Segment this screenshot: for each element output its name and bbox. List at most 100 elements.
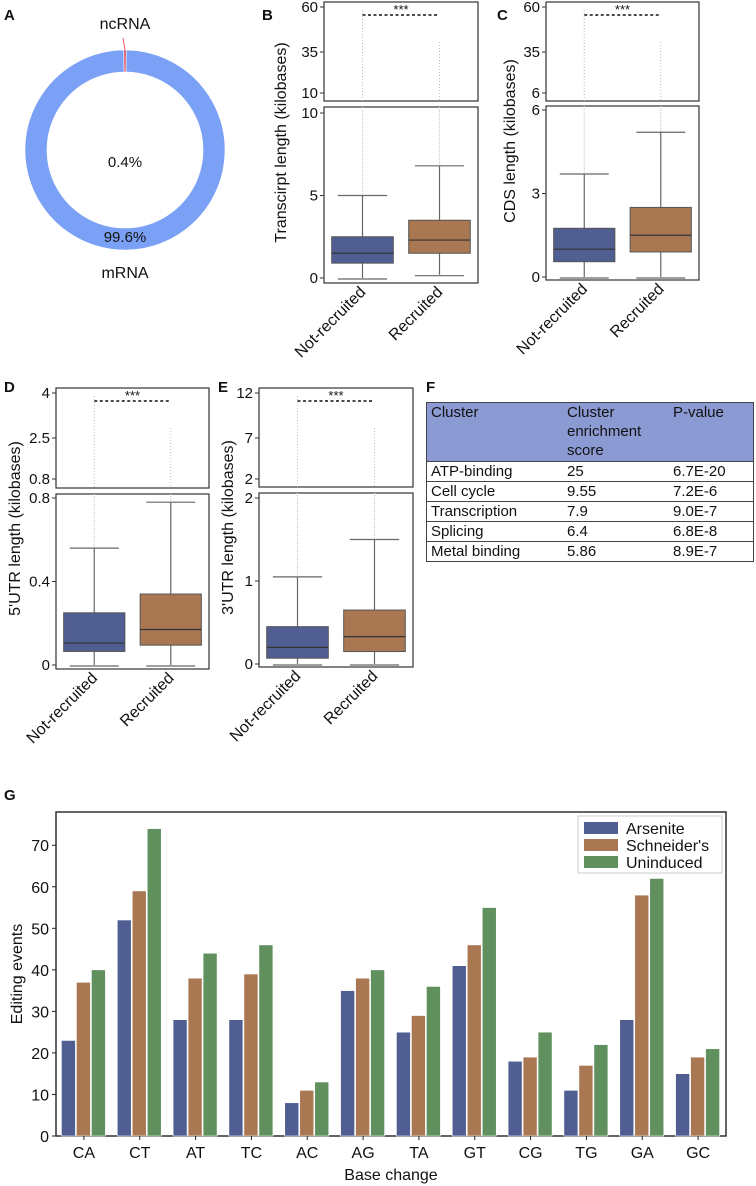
box-recruited — [343, 609, 406, 653]
y-tick-label: 35 — [523, 44, 540, 61]
significance-label: *** — [328, 388, 343, 403]
bar-arsenite-ct — [116, 919, 132, 1137]
table-cell: ATP-binding — [426, 461, 563, 482]
table-cell: 7.9 — [563, 501, 669, 522]
y-tick-label: 2.5 — [29, 430, 50, 447]
bar-schneiders-ct — [131, 890, 147, 1137]
x-tick-label: TC — [241, 1145, 262, 1162]
column-header: Cluster — [426, 402, 563, 462]
table-header-row: Cluster Cluster enrichment score P-value — [426, 402, 754, 462]
bar-schneiders-gc — [690, 1056, 705, 1137]
bar-uninduced-tg — [593, 1044, 609, 1137]
bar-uninduced-ac — [314, 1081, 330, 1137]
bar-uninduced-ga — [649, 878, 665, 1137]
panel-letter: B — [262, 7, 273, 24]
bar-uninduced-at — [202, 952, 218, 1137]
x-tick-label: Recruited — [607, 281, 667, 341]
y-tick-label: 35 — [301, 44, 318, 61]
bar-schneiders-ca — [76, 982, 91, 1137]
bar-arsenite-tc — [228, 1019, 244, 1137]
significance-label: *** — [615, 2, 630, 17]
y-tick-label: 0 — [42, 657, 50, 674]
x-tick-label: Recruited — [321, 668, 381, 728]
slice-percent-ncrna: 0.4% — [108, 154, 142, 171]
significance-label: *** — [125, 388, 140, 403]
bar-uninduced-gc — [705, 1048, 720, 1137]
bar-uninduced-ag — [370, 969, 385, 1137]
bar-arsenite-ga — [619, 1019, 635, 1137]
plot-frame — [55, 811, 727, 1137]
bar-arsenite-gt — [451, 965, 467, 1137]
x-tick-label: Recruited — [386, 284, 446, 344]
boxplot-panel-c: 6 35 60 0 3 6 CDS length (kilobases) Not-recrui… — [502, 0, 700, 358]
legend-swatch — [584, 856, 618, 868]
table-row: ATP-binding 25 6.7E-20 — [426, 461, 754, 482]
bar-schneiders-cg — [522, 1056, 538, 1137]
x-tick-label: GT — [464, 1145, 486, 1162]
table-cell: 7.2E-6 — [669, 481, 754, 502]
y-tick-label: 0.4 — [29, 574, 50, 591]
x-tick-label: GC — [686, 1145, 710, 1162]
bar-uninduced-gt — [481, 907, 497, 1137]
y-tick-label: 12 — [236, 385, 253, 402]
table-cell: 8.9E-7 — [669, 541, 754, 562]
legend-swatch — [584, 822, 618, 834]
y-tick-label: 3 — [532, 186, 540, 203]
bar-arsenite-tg — [563, 1090, 579, 1137]
donut-slice-mrna — [24, 49, 226, 251]
bar-chart-editing-events: 0 10 20 30 40 50 60 70 CA CT AT TC AC AG TA GT CG TG GA GC B… — [9, 811, 727, 1184]
table-cell: Transcription — [426, 501, 563, 522]
lower-axis-frame — [258, 492, 414, 668]
y-tick-label: 1 — [245, 573, 253, 590]
bar-arsenite-ta — [396, 1031, 411, 1137]
box-not-recruited — [266, 626, 329, 659]
y-axis-label: Transcirpt length (kilobases) — [273, 42, 290, 242]
bar-uninduced-cg — [537, 1031, 553, 1137]
bar-schneiders-tg — [578, 1065, 594, 1137]
y-tick-label: 10 — [301, 105, 318, 122]
box-not-recruited — [63, 612, 126, 652]
box-recruited — [408, 219, 471, 254]
bar-schneiders-ga — [634, 894, 650, 1137]
x-tick-label: AC — [296, 1145, 318, 1162]
bar-schneiders-tc — [243, 973, 259, 1137]
x-tick-label: Recruited — [117, 670, 177, 730]
table-cell: Metal binding — [426, 541, 563, 562]
bar-arsenite-at — [172, 1019, 188, 1137]
donut-chart: ncRNA 0.4% 99.6% mRNA — [24, 16, 226, 282]
y-tick-label: 10 — [31, 1087, 49, 1104]
table-cell: 6.7E-20 — [669, 461, 754, 482]
box-recruited — [629, 206, 692, 253]
y-tick-label: 0.8 — [29, 471, 50, 488]
panel-letter: E — [218, 379, 228, 396]
upper-axis-frame — [55, 387, 210, 489]
y-tick-label: 2 — [245, 490, 253, 507]
x-tick-label: CG — [519, 1145, 543, 1162]
y-tick-label: 60 — [301, 0, 318, 16]
y-tick-label: 60 — [523, 0, 540, 16]
bar-uninduced-tc — [258, 944, 274, 1137]
column-header: Cluster enrichment score — [563, 402, 669, 462]
column-header: P-value — [669, 402, 754, 462]
y-axis-label: 5'UTR length (kilobases) — [7, 441, 24, 616]
y-tick-label: 60 — [31, 880, 49, 897]
y-tick-label: 50 — [31, 921, 49, 938]
y-axis-label: Editing events — [9, 924, 26, 1025]
y-tick-label: 0 — [532, 269, 540, 286]
box-recruited — [139, 593, 202, 646]
table-cell: 6.4 — [563, 521, 669, 542]
bar-schneiders-ta — [411, 1015, 426, 1137]
x-tick-label: GA — [631, 1145, 654, 1162]
bar-arsenite-cg — [507, 1060, 523, 1137]
slice-label-ncrna: ncRNA — [100, 16, 151, 33]
table-cell: 6.8E-8 — [669, 521, 754, 542]
slice-percent-mrna: 99.6% — [104, 229, 147, 246]
y-tick-label: 4 — [42, 385, 50, 402]
ncrna-leader-line — [122, 37, 126, 51]
legend-label: Uninduced — [626, 855, 703, 872]
slice-label-mrna: mRNA — [101, 265, 148, 282]
bar-schneiders-ag — [355, 977, 370, 1137]
bar-schneiders-ac — [299, 1090, 315, 1137]
panel-letter: A — [4, 7, 15, 24]
